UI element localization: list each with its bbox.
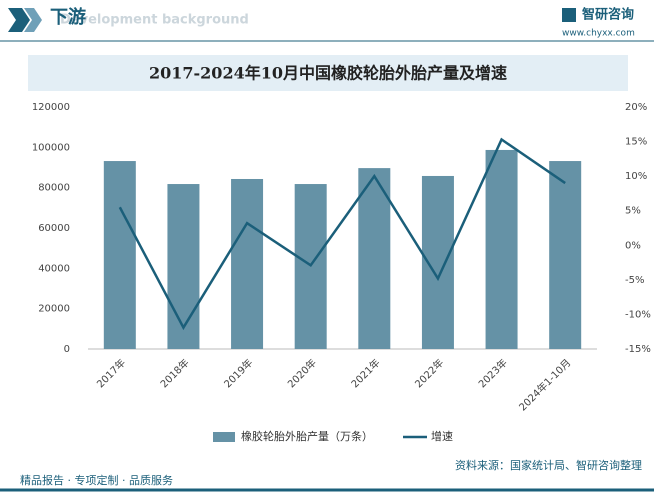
header-subtitle: Development background	[60, 13, 249, 28]
x-tick-label: 2017年	[94, 356, 128, 390]
legend-label: 增速	[431, 429, 453, 443]
y-tick-label: 0	[64, 344, 70, 355]
x-tick-label: 2021年	[348, 356, 382, 390]
url: www.chyxx.com	[562, 29, 635, 39]
line	[118, 137, 566, 331]
y2-tick-label: 10%	[625, 171, 647, 182]
y2-tick-label: -5%	[625, 275, 644, 286]
header-icon	[8, 8, 30, 32]
y2-tick-label: 20%	[625, 102, 647, 113]
y2-tick-label: 15%	[625, 137, 647, 148]
y2-tick-label: -15%	[625, 344, 651, 355]
title-box	[28, 55, 628, 91]
chart-title: 2017-2024年10月中国橡胶轮胎外胎产量及增速	[149, 64, 507, 83]
bar	[549, 161, 582, 349]
y-tick-label: 120000	[32, 102, 70, 113]
header-band	[0, 0, 654, 40]
header-icon	[24, 8, 42, 32]
bar	[167, 184, 200, 349]
header-title: 下游	[50, 6, 86, 28]
y2-tick-label: 0%	[625, 240, 641, 251]
x-tick-label: 2019年	[221, 356, 255, 390]
x-tick-label: 2024年1-10月	[516, 356, 573, 413]
footer-source: 资料来源：国家统计局、智研咨询整理	[455, 458, 642, 472]
legend-swatch	[213, 432, 235, 442]
y-tick-label: 60000	[38, 223, 70, 234]
bar	[485, 149, 518, 349]
y-tick-label: 40000	[38, 263, 70, 274]
bar	[103, 161, 136, 349]
logo-icon	[562, 8, 576, 22]
bar	[358, 168, 391, 349]
y2-tick-label: -10%	[625, 309, 651, 320]
y-tick-label: 20000	[38, 304, 70, 315]
y2-tick-label: 5%	[625, 206, 641, 217]
x-tick-label: 2020年	[285, 356, 319, 390]
x-tick-label: 2018年	[157, 356, 191, 390]
y-tick-label: 100000	[32, 142, 70, 153]
footer-slogan: 精品报告 · 专项定制 · 品质服务	[20, 473, 173, 487]
brand: 智研咨询	[582, 7, 634, 23]
y-tick-label: 80000	[38, 183, 70, 194]
x-tick-label: 2022年	[412, 356, 446, 390]
bar	[231, 178, 264, 349]
legend-label: 橡胶轮胎外胎产量（万条）	[241, 429, 373, 443]
x-tick-label: 2023年	[476, 356, 510, 390]
